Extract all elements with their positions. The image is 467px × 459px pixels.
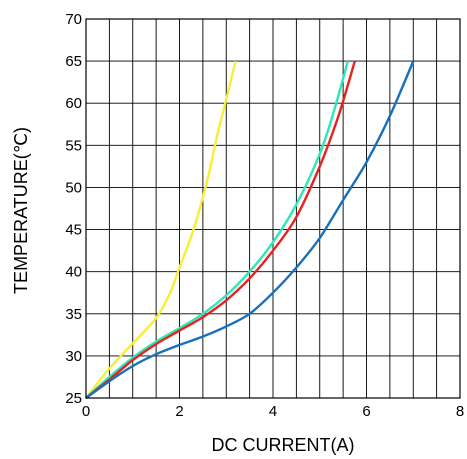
y-tick-label: 30 (65, 348, 82, 365)
series-curve-4 (85, 60, 415, 399)
y-axis-label: TEMPERATURE(℃) (11, 127, 31, 294)
y-tick-label: 65 (65, 53, 82, 70)
x-tick-label: 0 (82, 403, 90, 420)
y-tick-label: 55 (65, 137, 82, 154)
x-tick-label: 4 (269, 403, 277, 420)
grid (86, 19, 460, 398)
x-axis-label: DC CURRENT(A) (212, 435, 355, 455)
y-tick-label: 35 (65, 306, 82, 323)
x-tick-labels: 0 2 4 6 8 (82, 403, 464, 420)
y-tick-label: 50 (65, 179, 82, 196)
plot-frame (85, 18, 461, 399)
x-tick-label: 2 (175, 403, 183, 420)
y-tick-label: 40 (65, 264, 82, 281)
series-curve-2 (85, 60, 349, 399)
y-tick-label: 45 (65, 222, 82, 239)
series-curve-1 (85, 60, 237, 399)
x-tick-label: 8 (456, 403, 464, 420)
y-tick-label: 60 (65, 95, 82, 112)
series-curve-3 (85, 60, 356, 399)
x-tick-label: 6 (362, 403, 370, 420)
y-tick-label: 25 (65, 390, 82, 407)
series-curves (85, 60, 415, 399)
y-tick-labels: 25 30 35 40 45 50 55 60 65 70 (65, 11, 82, 407)
y-tick-label: 70 (65, 11, 82, 28)
